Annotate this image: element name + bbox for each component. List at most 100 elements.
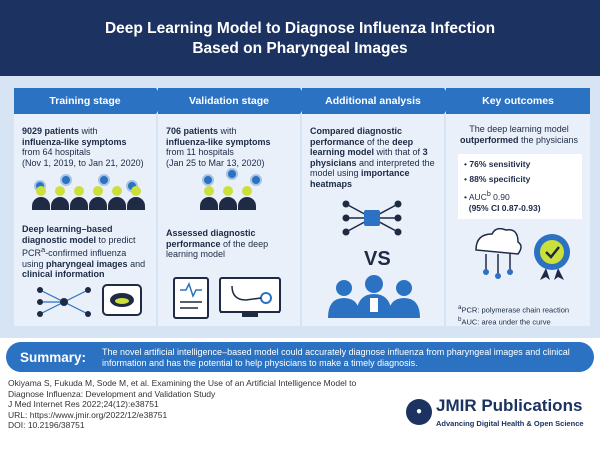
ai-network-icon: [342, 200, 402, 236]
neural-network-icon: [37, 287, 91, 317]
text: 3 physicians: [310, 147, 428, 168]
footnote-marker: a: [458, 304, 462, 311]
text: importance heatmaps: [310, 168, 410, 189]
metric-sensitivity: • 76% sensitivity: [464, 159, 576, 170]
validation-stage-tab: Validation stage: [158, 88, 309, 114]
patient-icon: [70, 186, 88, 210]
text: Assessed diagnostic performance: [166, 228, 256, 249]
virus-icon: [100, 176, 108, 184]
metric-auc: • AUCb 0.90 (95% CI 0.87-0.93): [464, 189, 576, 214]
outcomes-metrics-box: • 76% sensitivity • 88% specificity • AU…: [458, 154, 582, 219]
analysis-stage-panel: Additional analysis Compared diagnostic …: [302, 88, 453, 326]
text: from 64 hospitals: [22, 147, 91, 157]
outcomes-stage-panel: Key outcomes The deep learning model out…: [446, 88, 590, 326]
text: clinical information: [22, 269, 105, 279]
citation-url[interactable]: URL: https://www.jmir.org/2022/12/e38751: [8, 409, 168, 420]
text: 76% sensitivity: [469, 159, 531, 169]
text: deep learning model: [310, 136, 414, 158]
text: Deep learning–based diagnostic model: [22, 224, 113, 245]
summary-label: Summary:: [20, 350, 87, 365]
text: 0.90: [493, 191, 510, 202]
validation-stage-panel: Validation stage 706 patients with influ…: [158, 88, 309, 326]
virus-icon: [252, 176, 260, 184]
bullet: •: [464, 159, 467, 169]
text: with: [220, 126, 237, 136]
text: AUC: area under the curve: [461, 317, 551, 327]
virus-icon: [62, 176, 70, 184]
text: AUC: [468, 191, 487, 202]
bullet: •: [464, 191, 467, 202]
text: influenza-like symptoms: [22, 136, 127, 147]
text: of the: [367, 136, 390, 147]
training-stage-tab: Training stage: [14, 88, 165, 114]
header-banner: Deep Learning Model to Diagnose Influenz…: [0, 0, 600, 76]
publisher-name: JMIR Publications: [436, 396, 583, 415]
citation-line: J Med Internet Res 2022;24(12):e38751: [8, 399, 159, 409]
footnote-b-marker: b: [486, 190, 491, 198]
analysis-stage-tab: Additional analysis: [302, 88, 453, 114]
analysis-text: Compared diagnostic performance of the d…: [310, 126, 438, 189]
text: -confirmed influenza using: [22, 248, 127, 269]
diagnostic-devices-icon: [173, 277, 281, 319]
footnote-b: bAUC: area under the curve: [458, 316, 551, 327]
text: with that of: [376, 147, 421, 157]
versus-label: VS: [364, 248, 391, 270]
text: PCR: polymerase chain reaction: [461, 305, 570, 315]
publisher-tagline: Advancing Digital Health & Open Science: [436, 419, 584, 428]
bullet: •: [464, 174, 467, 184]
virus-icon: [204, 176, 212, 184]
footnote-a-marker: a: [41, 245, 46, 254]
patient-icon: [89, 186, 107, 210]
footnote-a: aPCR: polymerase chain reaction: [458, 304, 569, 315]
footnote-marker: b: [458, 316, 462, 323]
physicians-group-icon: [328, 275, 420, 318]
text: Compared diagnostic performance: [310, 126, 403, 147]
text: 88% specificity: [469, 174, 531, 184]
text: The deep learning model: [469, 124, 569, 134]
text: and: [130, 258, 146, 269]
page-title: Deep Learning Model to Diagnose Influenz…: [40, 19, 560, 59]
patients-group-icon: [32, 186, 146, 210]
text: (Jan 25 to Mar 13, 2020): [166, 157, 265, 168]
training-patient-count: 9029 patients: [22, 126, 80, 136]
text: the physicians: [520, 134, 579, 145]
pharynx-image-icon: [102, 284, 142, 316]
citation-line: Okiyama S, Fukuda M, Sode M, et al. Exam…: [8, 378, 357, 388]
patient-icon: [200, 186, 218, 210]
jmir-logo: ● JMIR Publications Advancing Digital He…: [406, 395, 592, 435]
metric-specificity: • 88% specificity: [464, 174, 576, 185]
text: and interpreted the model using: [310, 157, 435, 179]
outcomes-stage-tab: Key outcomes: [446, 88, 590, 114]
summary-text: The novel artificial intelligence–based …: [102, 347, 570, 368]
virus-icon: [228, 170, 236, 178]
summary-banner: Summary: The novel artificial intelligen…: [6, 342, 594, 372]
patient-icon: [32, 186, 50, 210]
validation-patients-text: 706 patients with influenza-like symptom…: [166, 126, 294, 168]
text: (Nov 1, 2019, to Jan 21, 2020): [22, 157, 144, 168]
outcomes-summary-text: The deep learning model outperformed the…: [454, 124, 584, 145]
citation-block: Okiyama S, Fukuda M, Sode M, et al. Exam…: [8, 378, 368, 431]
jmir-logo-mark-icon: ●: [406, 399, 432, 425]
training-patients-text: 9029 patients with influenza-like sympto…: [22, 126, 150, 168]
patient-icon: [51, 186, 69, 210]
citation-line: Diagnose Influenza: Development and Vali…: [8, 388, 216, 399]
training-stage-panel: Training stage 9029 patients with influe…: [14, 88, 165, 326]
patient-icon: [108, 186, 126, 210]
text: outperformed: [459, 134, 519, 145]
ai-award-icon: [475, 227, 570, 280]
patient-icon: [219, 186, 237, 210]
text: with: [81, 126, 98, 136]
patients-group-icon: [200, 186, 257, 210]
training-model-text: Deep learning–based diagnostic model to …: [22, 224, 150, 280]
validation-patient-count: 706 patients: [166, 126, 219, 136]
citation-doi[interactable]: DOI: 10.2196/38751: [8, 420, 85, 430]
text: (95% CI 0.87-0.93): [468, 202, 541, 213]
text: pharyngeal images: [46, 258, 128, 269]
title-line-2: Based on Pharyngeal Images: [192, 40, 408, 57]
patient-icon: [127, 186, 145, 210]
text: from 11 hospitals: [166, 147, 234, 157]
validation-assessment-text: Assessed diagnostic performance of the d…: [166, 228, 294, 260]
text: of the deep learning model: [166, 238, 269, 260]
text: to predict PCR: [22, 234, 136, 259]
text: influenza-like symptoms: [166, 136, 271, 147]
